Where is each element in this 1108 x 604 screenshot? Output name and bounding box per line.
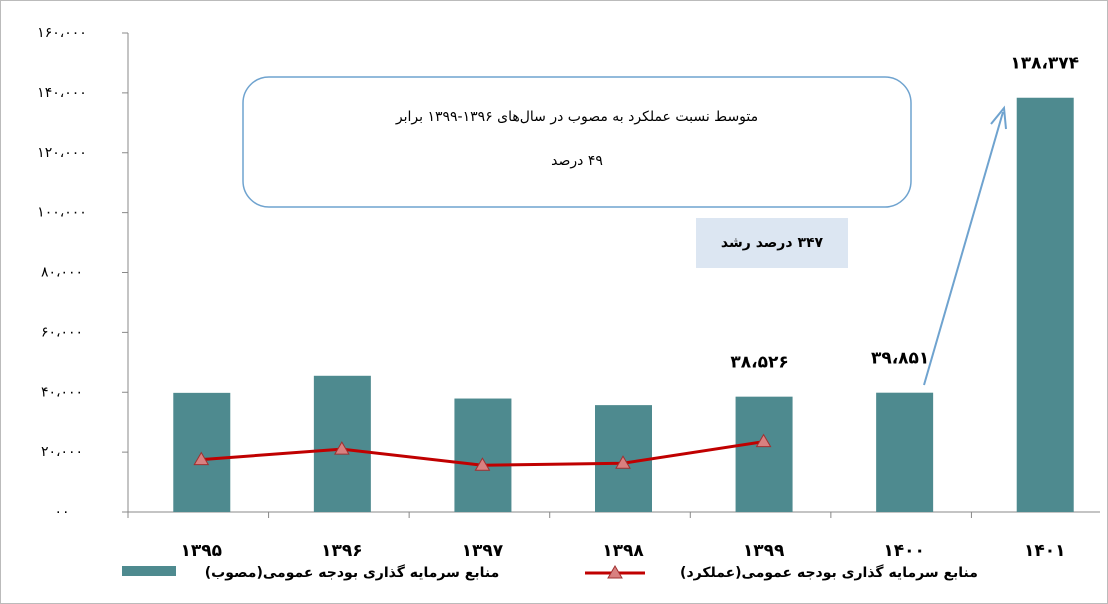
bar — [1016, 97, 1074, 513]
marker — [474, 457, 491, 471]
bar — [876, 392, 934, 512]
marker — [615, 455, 631, 469]
annotation-box — [696, 218, 848, 268]
data-label: ۳۹،۸۵۱ — [871, 349, 929, 369]
y-tick-label: ۱۰۰،۰۰۰ — [37, 205, 87, 221]
data-label: ۱۳۸،۳۷۴ — [1010, 54, 1079, 74]
data-label: ۳۸،۵۲۶ — [730, 353, 788, 373]
x-tick-label: ۱۳۹۸ — [602, 541, 644, 561]
annotation: ۳۴۷ درصد رشد — [721, 235, 824, 251]
annotation: متوسط نسبت عملکرد به مصوب در سال‌های ۱۳۹… — [395, 109, 758, 125]
y-tick-label: ۱۶۰،۰۰۰ — [37, 25, 87, 41]
y-tick-label: ۱۴۰،۰۰۰ — [37, 85, 87, 101]
y-tick-label: ۱۲۰،۰۰۰ — [37, 145, 87, 161]
marker — [333, 441, 350, 455]
arrow-head — [990, 105, 1007, 130]
annotation-box — [242, 76, 912, 208]
x-tick-label: ۱۳۹۹ — [743, 541, 785, 561]
y-tick-label: ۸۰،۰۰۰ — [41, 265, 83, 281]
y-tick-label: ۴۰،۰۰۰ — [41, 384, 83, 400]
annotation: ۴۹ درصد — [551, 153, 603, 169]
legend-label: منابع سرمایه گذاری بودجه عمومی(مصوب) — [205, 564, 500, 581]
x-tick-label: ۱۴۰۱ — [1024, 541, 1066, 561]
bar — [454, 398, 512, 512]
y-tick-label: ۰۰ — [54, 504, 69, 520]
arrow — [923, 111, 1004, 386]
marker — [755, 433, 772, 448]
legend-swatch — [122, 566, 176, 576]
legend-marker — [607, 565, 623, 579]
x-tick-label: ۱۳۹۵ — [181, 541, 223, 561]
y-tick-label: ۶۰،۰۰۰ — [41, 324, 83, 340]
x-tick-label: ۱۳۹۷ — [462, 541, 504, 561]
y-tick-label: ۲۰،۰۰۰ — [41, 444, 83, 460]
marker — [193, 451, 210, 466]
x-tick-label: ۱۳۹۶ — [321, 541, 363, 561]
bar — [735, 396, 793, 512]
bar — [173, 392, 231, 512]
x-tick-label: ۱۴۰۰ — [883, 541, 925, 561]
legend-label: منابع سرمایه گذاری بودجه عمومی(عملکرد) — [680, 564, 978, 581]
